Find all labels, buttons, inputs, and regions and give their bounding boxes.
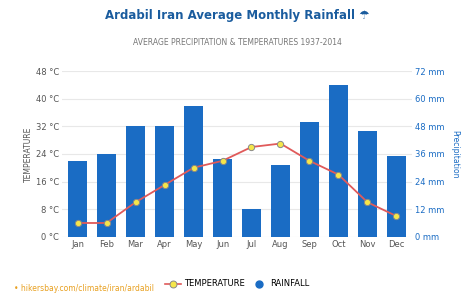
Bar — [358, 131, 377, 237]
Bar — [68, 161, 87, 237]
Bar — [213, 159, 232, 237]
Bar — [242, 209, 261, 237]
Bar — [126, 126, 145, 237]
Bar — [97, 154, 116, 237]
Text: Ardabil Iran Average Monthly Rainfall ☂: Ardabil Iran Average Monthly Rainfall ☂ — [105, 9, 369, 22]
Text: • hikersbay.com/climate/iran/ardabil: • hikersbay.com/climate/iran/ardabil — [14, 284, 154, 293]
Text: AVERAGE PRECIPITATION & TEMPERATURES 1937-2014: AVERAGE PRECIPITATION & TEMPERATURES 193… — [133, 38, 341, 47]
Bar — [155, 126, 174, 237]
Y-axis label: Precipitation: Precipitation — [450, 130, 459, 178]
Bar — [271, 165, 290, 237]
Bar — [387, 156, 406, 237]
Bar — [300, 122, 319, 237]
Bar — [184, 106, 203, 237]
Bar — [329, 85, 348, 237]
Legend: TEMPERATURE, RAINFALL: TEMPERATURE, RAINFALL — [161, 276, 313, 292]
Y-axis label: TEMPERATURE: TEMPERATURE — [24, 126, 33, 182]
